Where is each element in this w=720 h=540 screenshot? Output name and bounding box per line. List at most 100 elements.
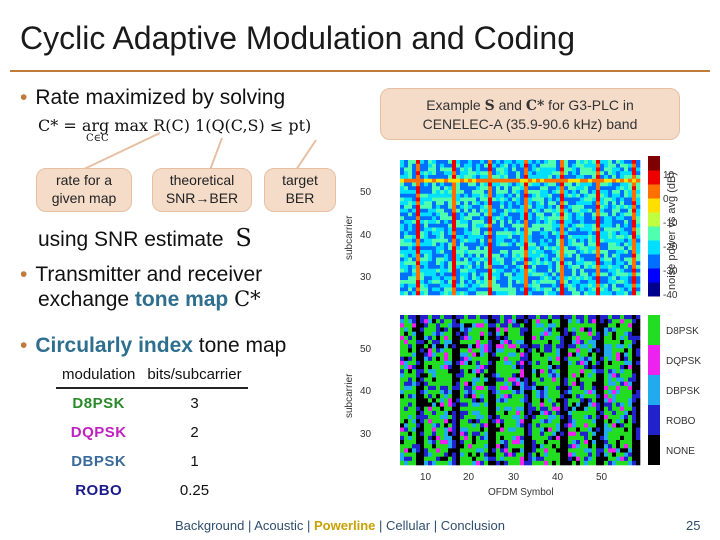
colorbar: 10 0 -10 -20 -30 -40 (648, 156, 678, 301)
legend-swatch (648, 345, 660, 375)
legend-swatch (648, 315, 660, 345)
modulation-name: D8PSK (72, 395, 125, 412)
colorbar-tick: 0 (663, 194, 669, 205)
modulation-table: modulation bits/subcarrier D8PSK 3 DQPSK 2 D… (56, 366, 248, 505)
ytick-bottom: 40 (360, 386, 372, 397)
argmax-subscript: C∈C (86, 133, 109, 144)
header-modulation: modulation (56, 366, 142, 389)
ytick-top: 50 (360, 187, 372, 198)
modulation-legend: D8PSK DQPSK DBPSK ROBO NONE (648, 315, 701, 465)
legend-swatch (648, 435, 660, 465)
bullet-dot-icon: • (20, 263, 28, 286)
ytick-top: 30 (360, 272, 372, 283)
bits-value: 2 (190, 424, 199, 441)
modulation-name: ROBO (75, 482, 123, 499)
callout-example: Example S and C* for G3-PLC in CENELEC-A… (380, 88, 680, 140)
cstar-symbol: C* (234, 287, 261, 311)
footer-nav: Background | Acoustic | Powerline | Cell… (0, 518, 680, 533)
slide-title: Cyclic Adaptive Modulation and Coding (20, 20, 575, 56)
bits-value: 1 (190, 453, 199, 470)
xtick: 20 (463, 472, 475, 483)
bits-value: 0.25 (179, 482, 210, 499)
footer-item-conclusion[interactable]: Conclusion (440, 518, 506, 533)
legend-label: ROBO (666, 416, 696, 427)
example-c: C* (525, 97, 545, 114)
circularly-emphasis: Circularly (35, 334, 139, 357)
tone-map-emphasis: tone map (134, 288, 229, 311)
equation-text: C* = arg max R(C) 1(Q(C,S) ≤ pt) (38, 116, 312, 135)
legend-label: NONE (666, 446, 695, 457)
legend-label: DBPSK (666, 386, 700, 397)
bullet-rate-maximized: • Rate maximized by solving (20, 86, 285, 110)
ylabel-top: subcarrier (344, 215, 355, 260)
example-line1: Example S and C* for G3-PLC in (385, 96, 675, 115)
colorbar-tick: 10 (663, 170, 675, 181)
bullet-text: exchange (38, 288, 135, 311)
xtick: 40 (552, 472, 564, 483)
colorbar-tick: -30 (663, 266, 678, 277)
arrow-rate (81, 132, 161, 171)
modulation-name: DBPSK (71, 453, 127, 470)
footer-separator: | (303, 518, 314, 533)
legend-swatch (648, 405, 660, 435)
colorbar-tick: -20 (663, 242, 678, 253)
table-row: D8PSK 3 (56, 388, 248, 418)
plots-figure: 100-10-20-30-40 D8PSKDQPSKDBPSKROBONONE … (344, 156, 701, 498)
bullet-text: tone map (192, 334, 287, 357)
colorbar-tick: -10 (663, 218, 678, 229)
ytick-top: 40 (360, 230, 372, 241)
callout-target: target BER (264, 168, 336, 212)
page-number: 25 (686, 518, 701, 533)
arrow-theoretical (209, 137, 223, 171)
bullet-dot-icon: • (20, 86, 28, 109)
bullet-text: Transmitter and receiver (35, 263, 263, 286)
example-line2: CENELEC-A (35.9-90.6 kHz) band (422, 115, 638, 132)
noise-heatmap (400, 160, 641, 296)
footer-item-acoustic[interactable]: Acoustic (254, 518, 304, 533)
footer-separator: | (430, 518, 441, 533)
example-text: for G3-PLC in (544, 96, 634, 113)
colorbar-tick: -40 (663, 290, 678, 301)
colorbar-label: noise power vs avg (dB) (666, 172, 678, 290)
footer-separator: | (244, 518, 255, 533)
ytick-bottom: 50 (360, 344, 372, 355)
footer-separator: | (375, 518, 387, 533)
header-bits: bits/subcarrier (141, 366, 248, 389)
bullet-transmitter: • Transmitter and receiver exchange tone … (20, 262, 262, 312)
xtick: 50 (596, 472, 608, 483)
xlabel: OFDM Symbol (488, 487, 554, 498)
example-text: and (494, 96, 526, 113)
table-header-row: modulation bits/subcarrier (56, 366, 248, 389)
bits-value: 3 (190, 395, 199, 412)
example-s: S (484, 97, 495, 114)
legend-swatch (648, 375, 660, 405)
footer-item-background[interactable]: Background (174, 518, 245, 533)
callout-theoretical: theoretical SNR→BER (152, 168, 252, 212)
example-text: Example (426, 96, 485, 113)
ylabel-bottom: subcarrier (344, 373, 355, 418)
footer-item-cellular[interactable]: Cellular (386, 518, 431, 533)
modulation-name: DQPSK (70, 424, 127, 441)
tonemap-plot (400, 315, 641, 466)
bullet-text: Rate maximized by solving (35, 86, 286, 109)
using-snr-text: using SNR estimate (38, 228, 224, 251)
legend-label: D8PSK (666, 326, 699, 337)
xtick: 10 (420, 472, 432, 483)
index-emphasis: index (138, 334, 193, 357)
table-row: ROBO 0.25 (56, 476, 248, 505)
footer-item-powerline[interactable]: Powerline (313, 518, 376, 533)
table-row: DQPSK 2 (56, 418, 248, 447)
xtick: 30 (508, 472, 520, 483)
using-snr-line: using SNR estimate S (38, 224, 252, 252)
table-row: DBPSK 1 (56, 447, 248, 476)
arrow-target (295, 139, 317, 171)
legend-label: DQPSK (666, 356, 701, 367)
optimization-equation: C* = arg max R(C) 1(Q(C,S) ≤ pt) C∈C (38, 116, 311, 144)
title-divider (10, 70, 710, 72)
bullet-dot-icon: • (20, 334, 28, 357)
bullet-circularly-index: • Circularly index tone map (20, 334, 286, 358)
s-symbol: S (235, 224, 252, 252)
ytick-bottom: 30 (360, 429, 372, 440)
callout-rate: rate for a given map (36, 168, 132, 212)
